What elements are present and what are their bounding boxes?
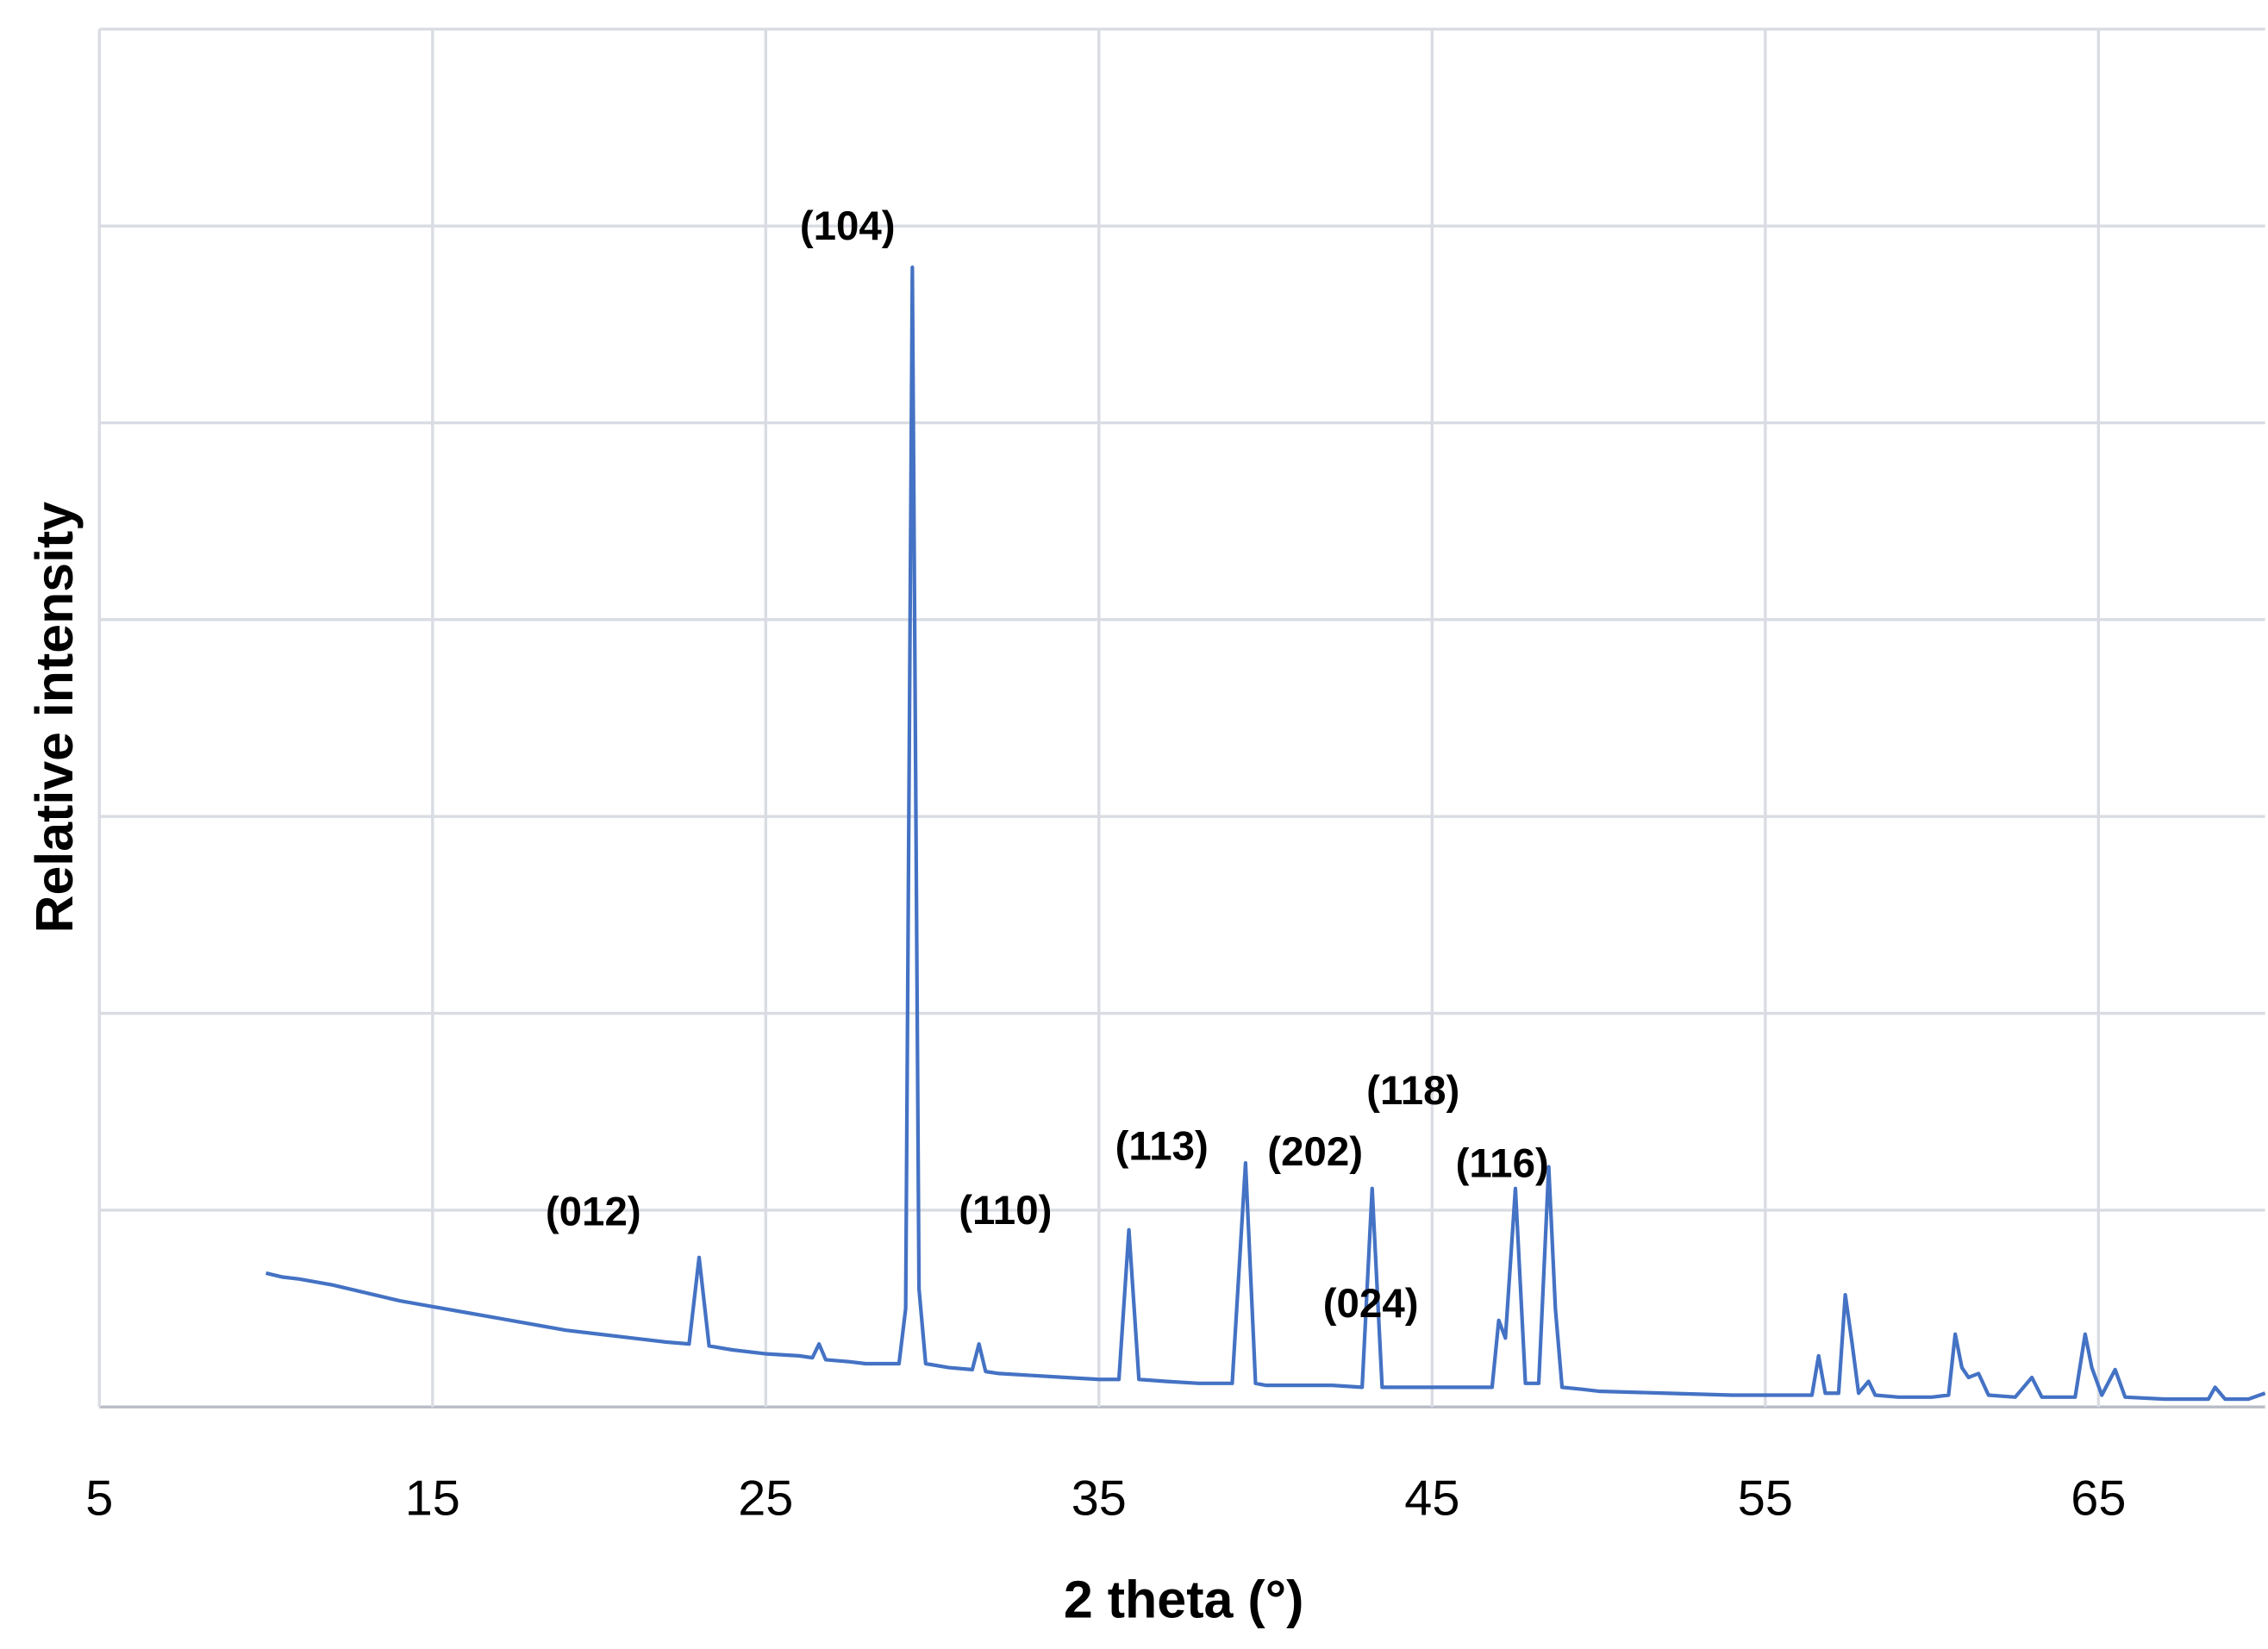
y-axis-title: Relative intensity [25, 502, 84, 934]
peak-annotation: (118) [1366, 1068, 1459, 1114]
x-tick-label: 65 [2071, 1471, 2126, 1526]
peak-annotation: (116) [1456, 1141, 1549, 1187]
x-tick-label: 5 [85, 1471, 113, 1526]
x-tick-label: 15 [405, 1471, 460, 1526]
data-line [266, 265, 2266, 1402]
peak-annotation: (024) [1323, 1281, 1419, 1327]
x-tick-label: 25 [738, 1471, 793, 1526]
x-tick-label: 45 [1404, 1471, 1459, 1526]
peak-annotation: (113) [1115, 1123, 1209, 1169]
peak-annotation: (104) [800, 203, 896, 249]
peak-annotation: (012) [546, 1190, 641, 1235]
peak-annotation: (110) [959, 1188, 1052, 1234]
x-tick-label: 35 [1072, 1471, 1127, 1526]
peak-annotation: (202) [1267, 1129, 1363, 1175]
x-tick-label: 55 [1738, 1471, 1793, 1526]
x-axis-title: 2 theta (°) [1064, 1571, 1304, 1629]
